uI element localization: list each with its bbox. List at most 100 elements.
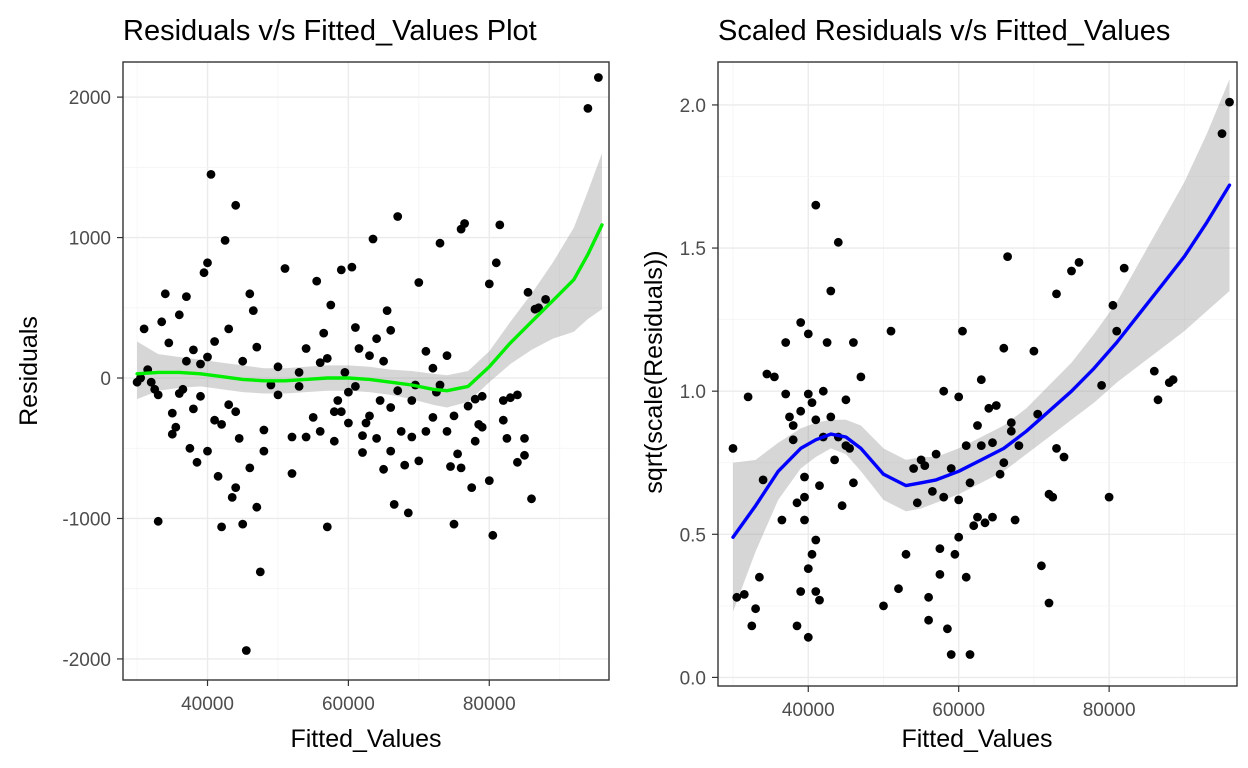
- left-data-point: [213, 471, 223, 481]
- left-data-point: [428, 363, 438, 373]
- right-data-point: [818, 386, 828, 396]
- right-data-point: [894, 584, 903, 594]
- left-data-point: [460, 219, 469, 228]
- left-data-point: [484, 279, 494, 289]
- left-data-point: [167, 429, 177, 439]
- left-data-point: [488, 530, 498, 540]
- left-data-point: [280, 264, 290, 273]
- left-data-point: [245, 289, 255, 299]
- right-y-tick-label: 1.0: [680, 382, 706, 403]
- left-data-point: [167, 408, 177, 418]
- right-data-point: [841, 441, 851, 450]
- left-data-point: [224, 400, 234, 410]
- left-data-point: [224, 324, 234, 334]
- left-data-point: [220, 236, 230, 245]
- right-data-point: [928, 487, 937, 496]
- right-panel-border: [717, 61, 1238, 687]
- right-data-point: [762, 369, 772, 379]
- left-data-point: [340, 368, 350, 377]
- left-data-point: [463, 401, 473, 411]
- right-data-point: [1048, 492, 1058, 502]
- right-data-point: [811, 587, 821, 596]
- left-data-point: [248, 306, 258, 315]
- right-data-point: [954, 392, 964, 402]
- left-data-point: [174, 389, 184, 398]
- left-panel-border: [122, 61, 610, 681]
- left-data-point: [442, 351, 452, 360]
- left-smooth-line: [135, 223, 604, 393]
- left-data-point: [322, 354, 332, 363]
- right-data-point: [807, 549, 817, 559]
- left-data-point: [541, 295, 550, 304]
- right-data-point: [995, 469, 1005, 479]
- right-data-point: [800, 492, 809, 502]
- left-data-point: [336, 265, 346, 275]
- left-data-point: [379, 464, 388, 474]
- right-data-point: [886, 326, 896, 336]
- left-data-point: [470, 436, 480, 446]
- left-data-point: [393, 386, 403, 396]
- left-data-point: [389, 500, 399, 509]
- left-data-point: [203, 352, 212, 362]
- right-data-point: [931, 449, 941, 459]
- right-data-point: [781, 338, 791, 347]
- left-data-point: [252, 502, 262, 512]
- left-data-point: [477, 391, 487, 401]
- right-data-point: [1052, 289, 1061, 299]
- right-y-tick-label: 0.5: [680, 525, 706, 546]
- right-data-point: [988, 512, 997, 522]
- left-data-point: [375, 396, 385, 405]
- left-data-point: [259, 425, 269, 435]
- right-data-point: [849, 338, 858, 347]
- left-data-point: [182, 356, 191, 366]
- left-data-point: [238, 356, 248, 366]
- right-data-point: [946, 464, 956, 473]
- left-y-tick-label: -2000: [62, 650, 111, 671]
- left-data-point: [189, 345, 198, 355]
- left-data-point: [495, 220, 505, 230]
- right-data-point: [958, 326, 967, 336]
- left-data-point: [329, 407, 339, 417]
- right-data-point: [800, 515, 809, 525]
- left-data-point: [164, 338, 174, 348]
- left-data-point: [344, 418, 353, 428]
- left-data-point: [227, 493, 237, 502]
- left-x-tick-label: 80000: [463, 694, 516, 715]
- right-data-point: [815, 481, 824, 490]
- left-y-tick-label: 2000: [69, 88, 111, 109]
- right-smooth-line: [731, 183, 1232, 539]
- right-data-point: [1003, 252, 1012, 261]
- left-y-axis-label: Residuals: [15, 316, 43, 426]
- left-data-point: [196, 359, 205, 369]
- right-data-point: [1108, 300, 1118, 310]
- left-data-point: [446, 462, 455, 471]
- left-data-point: [266, 380, 276, 390]
- right-data-point: [796, 406, 806, 416]
- left-data-point: [210, 415, 220, 425]
- left-data-point: [182, 292, 191, 301]
- right-data-point: [1149, 366, 1159, 376]
- right-data-point: [788, 421, 798, 430]
- left-confidence-band-layer: [137, 153, 602, 408]
- left-x-tick-label: 40000: [181, 694, 234, 715]
- left-x-axis-label: Fitted_Values: [290, 725, 441, 753]
- left-data-point: [171, 422, 181, 432]
- left-data-point: [382, 306, 392, 315]
- right-data-point: [849, 478, 858, 488]
- right-data-point: [969, 521, 979, 531]
- left-data-point: [523, 287, 533, 297]
- right-data-point: [833, 237, 843, 247]
- right-data-point: [943, 624, 952, 634]
- right-data-point: [807, 398, 817, 407]
- left-data-point: [326, 300, 336, 310]
- left-data-point: [329, 436, 339, 446]
- right-data-point: [961, 572, 971, 582]
- left-ticks: 40000 60000 80000 -2000 -1000 0 1000 2000: [62, 88, 515, 715]
- right-data-point: [770, 372, 779, 382]
- right-data-point: [980, 518, 990, 528]
- right-data-point: [796, 318, 806, 327]
- right-data-point: [1033, 409, 1043, 419]
- left-data-point: [513, 390, 522, 400]
- right-data-point: [1153, 395, 1163, 405]
- left-data-point: [407, 396, 417, 405]
